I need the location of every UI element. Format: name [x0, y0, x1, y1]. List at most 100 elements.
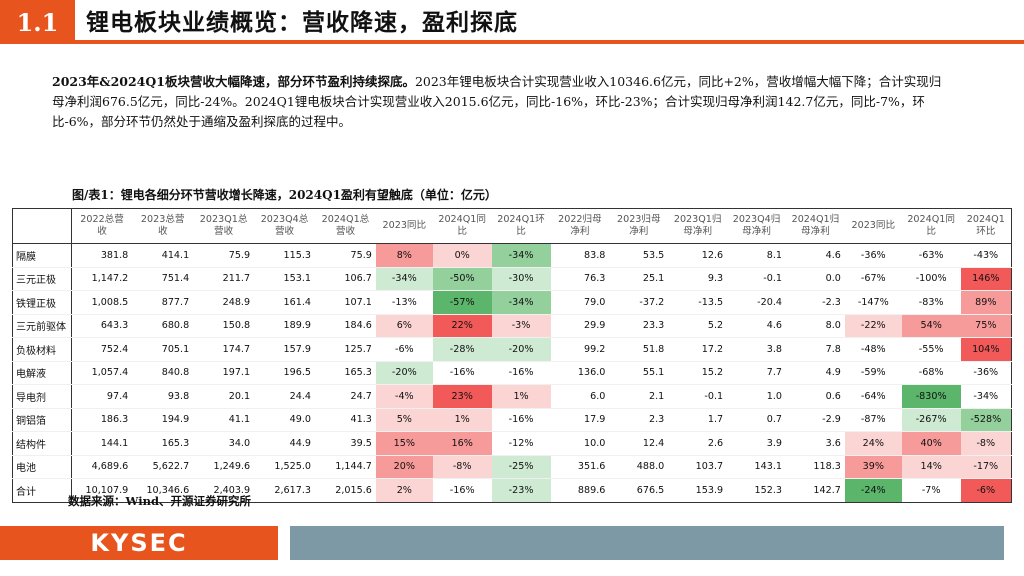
column-header: 2024Q1同比: [432, 208, 492, 244]
row-label: 结构件: [12, 431, 72, 456]
table-caption: 图/表1：锂电各细分环节营收增长降速，2024Q1盈利有望触底（单位：亿元）: [72, 188, 497, 202]
table-cell: -87%: [844, 408, 902, 432]
table-cell: -37.2: [609, 290, 669, 315]
table-cell: 7.7: [727, 361, 786, 385]
table-cell: -67%: [844, 267, 902, 291]
table-cell: -20.4: [727, 290, 786, 315]
column-header: 2022归母净利: [550, 208, 610, 244]
table-cell: -13.5: [668, 290, 728, 315]
table-body: 隔膜 381.8 414.1 75.9 115.3 75.9 8% 0% -34% 83.8 53.…: [12, 243, 1012, 503]
table-cell: 41.3: [315, 408, 376, 432]
table-cell: 751.4: [132, 267, 194, 291]
table-cell: 10.0: [550, 431, 610, 456]
column-header: 2024Q1环比: [491, 208, 551, 244]
column-header: 2024Q1总营收: [315, 208, 376, 244]
table-cell: 34.0: [193, 431, 255, 456]
table-cell: -100%: [901, 267, 961, 291]
column-header: 2023Q1归母净利: [668, 208, 728, 244]
table-row: 三元正极 1,147.2 751.4 211.7 153.1 106.7 -34% -50% -…: [12, 267, 1012, 291]
summary-body: 2023年锂电板块合计实现营业收入10346.6亿元，同比+2%，营收增幅大幅下…: [52, 74, 942, 129]
table-cell: -43%: [960, 243, 1012, 268]
table-cell: 1,057.4: [70, 361, 133, 385]
table-cell: 93.8: [132, 384, 194, 409]
table-cell: 15%: [375, 431, 433, 456]
row-label: 三元正极: [12, 267, 72, 291]
table-cell: 14%: [901, 455, 961, 479]
table-cell: -7%: [901, 478, 961, 503]
table-cell: 174.7: [193, 337, 255, 362]
table-cell: 150.8: [193, 314, 255, 338]
table-row: 铁锂正极 1,008.5 877.7 248.9 161.4 107.1 -13% -57% -…: [12, 290, 1012, 315]
table-cell: -16%: [432, 361, 492, 385]
table-cell: 2,617.3: [254, 478, 315, 503]
column-header: 2023同比: [375, 208, 433, 244]
table-cell: 1,525.0: [254, 455, 315, 479]
table-cell: 2.3: [609, 408, 669, 432]
footer-bar: [290, 526, 1004, 560]
table-cell: 54%: [901, 314, 961, 338]
table-cell: -0.1: [727, 267, 786, 291]
table-cell: 3.8: [727, 337, 786, 362]
table-cell: 24.7: [315, 384, 376, 409]
table-cell: 1%: [432, 408, 492, 432]
table-cell: 17.9: [550, 408, 610, 432]
table-cell: 1,008.5: [70, 290, 133, 315]
table-cell: 186.3: [70, 408, 133, 432]
table-cell: 39.5: [315, 431, 376, 456]
table-cell: 89%: [960, 290, 1012, 315]
table-cell: -83%: [901, 290, 961, 315]
table-cell: 118.3: [786, 455, 845, 479]
table-cell: 24.4: [254, 384, 315, 409]
column-header: 2023Q1总营收: [193, 208, 255, 244]
table-cell: 39%: [844, 455, 902, 479]
table-cell: 196.5: [254, 361, 315, 385]
table-cell: -6%: [960, 478, 1012, 503]
table-cell: -24%: [844, 478, 902, 503]
table-cell: 29.9: [550, 314, 610, 338]
table-row: 电解液 1,057.4 840.8 197.1 196.5 165.3 -20% -16% -1…: [12, 361, 1012, 385]
table-cell: 23%: [432, 384, 492, 409]
table-cell: -2.9: [786, 408, 845, 432]
table-cell: 23.3: [609, 314, 669, 338]
table-cell: 79.0: [550, 290, 610, 315]
column-header: 2023Q4总营收: [254, 208, 315, 244]
table-cell: -34%: [960, 384, 1012, 409]
table-cell: 381.8: [70, 243, 133, 268]
table-cell: -25%: [491, 455, 551, 479]
summary-lead: 2023年&2024Q1板块营收大幅降速，部分环节盈利持续探底。: [52, 74, 415, 89]
table-cell: 8%: [375, 243, 433, 268]
table-cell: 1.7: [668, 408, 728, 432]
table-cell: 10,107.9: [70, 478, 133, 503]
table-cell: -13%: [375, 290, 433, 315]
table-cell: -20%: [491, 337, 551, 362]
table-cell: -57%: [432, 290, 492, 315]
table-row: 三元前驱体 643.3 680.8 150.8 189.9 184.6 6% 22% -3% 29…: [12, 314, 1012, 338]
column-header: 2022总营收: [70, 208, 133, 244]
table-cell: -34%: [491, 290, 551, 315]
column-header: [12, 208, 72, 244]
table-cell: 889.6: [550, 478, 610, 503]
table-cell: 40%: [901, 431, 961, 456]
table-cell: 4.9: [786, 361, 845, 385]
table-cell: 7.8: [786, 337, 845, 362]
table-cell: -55%: [901, 337, 961, 362]
table-cell: -830%: [901, 384, 961, 409]
table-cell: -34%: [375, 267, 433, 291]
table-cell: 104%: [960, 337, 1012, 362]
table-cell: 15.2: [668, 361, 728, 385]
table-cell: 76.3: [550, 267, 610, 291]
row-label: 隔膜: [12, 243, 72, 268]
total-row: 合计 10,107.9 10,346.6 2,403.9 2,617.3 2,015.6 2…: [12, 478, 1012, 503]
table-cell: 189.9: [254, 314, 315, 338]
table-cell: 488.0: [609, 455, 669, 479]
table-cell: 75%: [960, 314, 1012, 338]
table-row: 导电剂 97.4 93.8 20.1 24.4 24.7 -4% 23% 1% 6.0 2.1 -0.…: [12, 384, 1012, 409]
column-header: 2023同比: [844, 208, 902, 244]
table-cell: 0%: [432, 243, 492, 268]
table-cell: 877.7: [132, 290, 194, 315]
table-cell: 12.6: [668, 243, 728, 268]
table-cell: 752.4: [70, 337, 133, 362]
table-row: 电池 4,689.6 5,622.7 1,249.6 1,525.0 1,144.7 20%…: [12, 455, 1012, 479]
table-cell: 1%: [491, 384, 551, 409]
table-cell: 115.3: [254, 243, 315, 268]
